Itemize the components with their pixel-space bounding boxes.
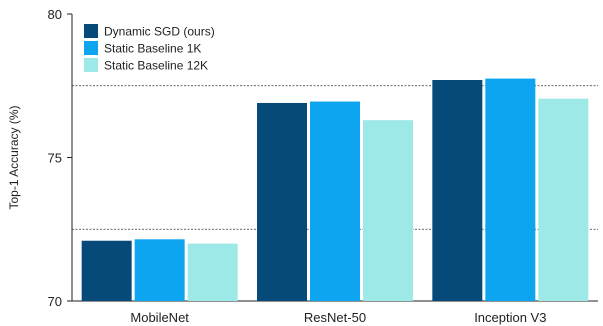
x-axis-ticks: MobileNet ResNet-50 Inception V3 [130,310,546,325]
bars-group [81,78,589,301]
bar [432,80,483,301]
y-axis-ticks: 70 75 80 [48,7,72,309]
legend-label: Dynamic SGD (ours) [104,25,215,39]
legend-label: Static Baseline 1K [104,42,201,56]
legend: Dynamic SGD (ours) Static Baseline 1K Stat… [84,24,215,73]
bar [363,120,413,301]
legend-swatch [84,41,98,55]
y-axis-label: Top-1 Accuracy (%) [7,105,21,209]
bar [257,102,307,301]
y-tick-label: 70 [48,294,62,309]
x-tick-label: Inception V3 [474,310,546,325]
legend-label: Static Baseline 12K [104,59,208,73]
x-tick-label: ResNet-50 [304,310,366,325]
bar [134,239,185,301]
bar [485,78,536,301]
bar [187,243,238,301]
bar [538,98,589,301]
legend-swatch [84,58,98,72]
x-tick-label: MobileNet [130,310,189,325]
legend-swatch [84,24,98,38]
bar [310,101,360,301]
y-tick-label: 80 [48,7,62,22]
bar [81,240,132,301]
y-tick-label: 75 [48,151,62,166]
